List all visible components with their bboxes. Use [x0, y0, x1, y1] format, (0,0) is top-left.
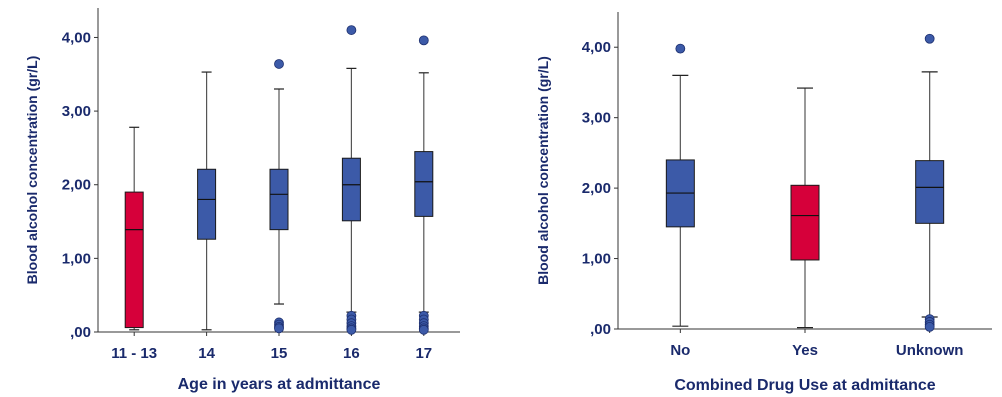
outlier-point — [274, 59, 284, 69]
box-iqr — [269, 168, 289, 231]
outlier-point — [675, 43, 686, 54]
y-tick-label: 3,00 — [62, 103, 91, 120]
x-axis-label: Combined Drug Use at admittance — [674, 377, 935, 394]
y-axis-label: Blood alcohol concentration (gr/L) — [24, 56, 40, 285]
x-tick-label: 17 — [415, 345, 432, 362]
y-tick-label: 1,00 — [62, 250, 91, 267]
box-iqr — [915, 160, 945, 224]
x-tick-label: Yes — [792, 342, 818, 359]
y-tick-label: 2,00 — [62, 177, 91, 194]
y-tick-label: 4,00 — [62, 29, 91, 46]
box-iqr — [790, 184, 820, 261]
y-axis-label: Blood alcohol concentration (gr/L) — [535, 56, 551, 285]
box-iqr — [197, 168, 217, 240]
boxplot-drug-use: ,00 1,00 2,00 3,00 4,00 Blood alcohol concent… — [535, 12, 992, 394]
outlier-point — [346, 25, 357, 35]
x-tick-label: 16 — [343, 345, 360, 362]
x-tick-label: 15 — [271, 345, 288, 362]
outlier-point — [924, 321, 935, 332]
outlier-point — [418, 35, 429, 46]
box-iqr — [124, 191, 144, 329]
x-tick-label: Unknown — [896, 342, 964, 359]
outlier-point — [346, 324, 357, 335]
outlier-point — [274, 323, 284, 334]
y-tick-label: ,00 — [70, 324, 91, 341]
boxplot-age: ,00 1,00 2,00 3,00 4,00 Blood alcohol concent… — [24, 8, 460, 393]
y-tick-label: 4,00 — [582, 39, 611, 56]
outlier-point — [418, 324, 429, 335]
x-tick-label: No — [670, 342, 690, 359]
box-iqr — [341, 157, 361, 222]
x-tick-label: 11 - 13 — [111, 345, 157, 362]
x-tick-label: 14 — [198, 345, 215, 362]
y-tick-label: 2,00 — [582, 180, 611, 197]
box-iqr — [414, 151, 434, 217]
y-tick-label: ,00 — [590, 321, 611, 338]
outlier-point — [924, 33, 935, 44]
x-axis-label: Age in years at admittance — [178, 376, 381, 393]
y-tick-label: 3,00 — [582, 110, 611, 127]
y-tick-label: 1,00 — [582, 251, 611, 268]
